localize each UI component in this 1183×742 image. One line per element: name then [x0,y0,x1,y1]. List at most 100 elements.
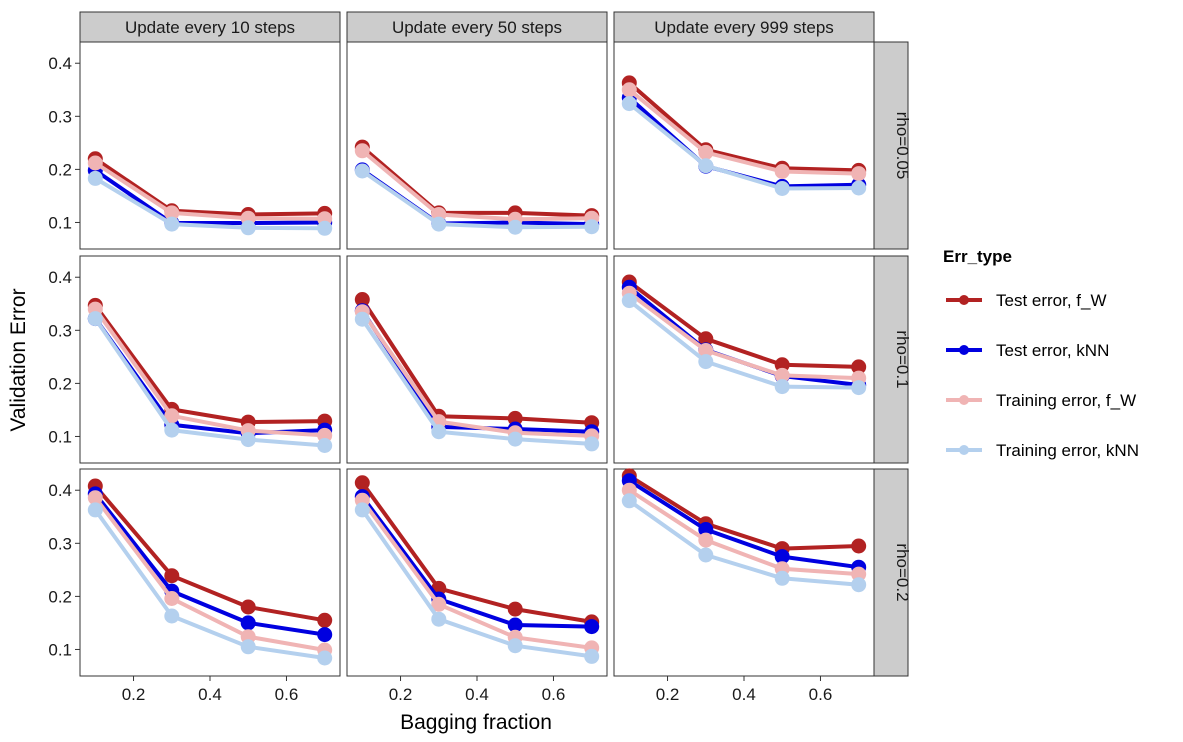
data-point [164,408,180,424]
column-strip [613,11,875,43]
row-strip-label: rho=0.2 [893,543,912,601]
x-tick-label: 0.6 [275,685,299,704]
legend-label: Test error, kNN [996,341,1109,360]
data-point [87,490,103,506]
data-point [851,538,867,554]
data-point [431,216,447,232]
data-point [698,331,714,347]
data-point [584,219,600,235]
data-point [774,379,790,395]
facet-panel [613,41,875,250]
y-tick-label: 0.1 [48,427,72,446]
series-line [360,298,592,425]
y-tick-label: 0.1 [48,640,72,659]
series-line [360,495,592,629]
y-tick-label: 0.3 [48,321,72,340]
data-point [584,436,600,452]
data-point [774,367,790,383]
data-point [240,432,256,448]
series-line [94,161,325,221]
axes-layer: 0.1 0.1 0.1 0.2 0.2 0.2 0.3 0.3 0.3 0.4 0.4 0.4 0.2 0… [48,54,832,704]
facet-panel [79,255,341,464]
data-point [507,410,523,426]
y-tick-label: 0.4 [48,481,72,500]
data-point [317,627,333,643]
x-tick-label: 0.2 [656,685,680,704]
y-tick-label: 0.4 [48,268,72,287]
series-line [93,496,326,652]
series-line [360,508,592,659]
panel-border [79,468,341,677]
facet-panel [346,255,608,464]
series-line [93,307,325,438]
data-point [851,566,867,582]
data-point [507,219,523,235]
data-point [774,181,790,196]
data-point [164,568,180,584]
series-line [628,88,859,176]
data-point [354,292,370,307]
data-point [354,475,370,491]
column-strip-label: Update every 50 steps [392,18,562,37]
x-tick-label: 0.4 [198,685,222,704]
data-point [354,163,370,179]
legend-item: Training error, f_W [946,391,1136,410]
series-line [94,157,325,217]
legend-item: Training error, kNN [946,441,1139,460]
legend-key-point [959,445,969,455]
x-tick-label: 0.4 [732,685,756,704]
y-axis-title: Validation Error [7,288,30,431]
data-point [621,96,637,112]
data-point [851,166,867,182]
x-tick-label: 0.2 [122,685,146,704]
facet-panel [613,468,875,677]
row-strip [873,41,909,250]
panels-layer: Update every 10 steps Update every 50 ste… [79,11,912,677]
data-point [164,216,180,232]
data-point [354,311,370,327]
data-point [317,650,333,666]
x-tick-label: 0.6 [809,685,833,704]
data-point [698,547,714,563]
series-line [360,499,592,650]
data-point [507,431,523,447]
data-point [507,601,523,617]
data-point [621,493,637,509]
y-tick-label: 0.3 [48,534,72,553]
series-line [628,102,859,191]
data-point [698,343,714,358]
x-axis-title: Bagging fraction [400,711,552,734]
data-point [87,502,103,518]
legend-item: Test error, f_W [946,291,1107,310]
series-line [360,481,593,624]
data-point [774,357,790,373]
data-point [851,380,867,396]
facet-panel [346,41,608,250]
data-point [164,205,180,221]
x-tick-label: 0.6 [542,685,566,704]
data-point [87,311,103,327]
data-point [698,522,714,537]
column-strip-label: Update every 10 steps [125,18,295,37]
data-point [851,577,867,593]
y-tick-label: 0.2 [48,374,72,393]
legend-label: Test error, f_W [996,291,1107,310]
data-point [698,158,714,174]
data-point [621,82,637,98]
legend-label: Training error, kNN [996,441,1139,460]
series-line [93,484,326,623]
facet-panel [79,468,341,677]
y-tick-label: 0.2 [48,587,72,606]
data-point [164,422,180,438]
series-line [94,168,325,225]
column-strip [346,11,608,43]
data-point [431,611,447,627]
data-point [317,438,333,453]
data-point [431,424,447,440]
y-tick-label: 0.3 [48,107,72,126]
panel-border [613,41,875,250]
legend-item: Test error, kNN [946,341,1109,360]
series-line [628,499,859,587]
data-point [774,570,790,586]
